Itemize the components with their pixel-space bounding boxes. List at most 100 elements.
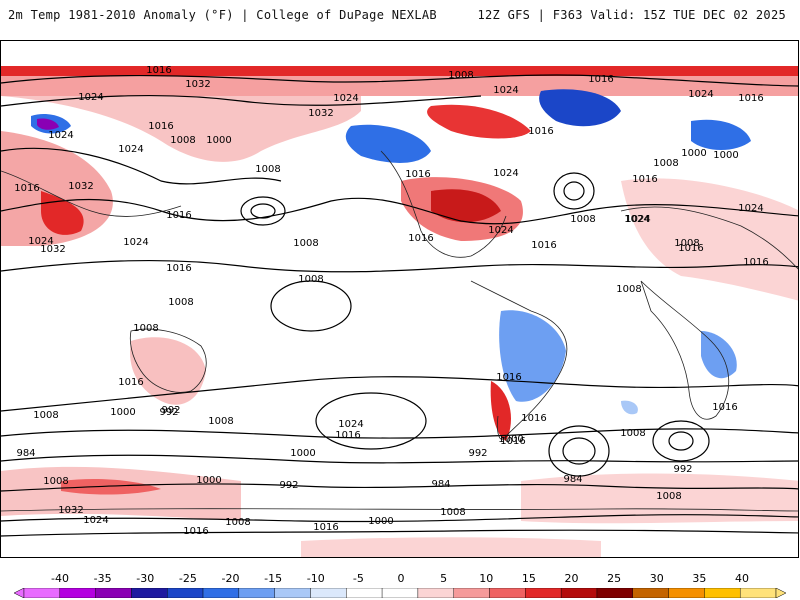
coastlines — [1, 150, 798, 512]
isobar-label: 1016 — [118, 377, 143, 388]
colorbar-swatch — [131, 588, 168, 598]
isobar-label: 1008 — [208, 416, 233, 427]
isobar-label: 1016 — [743, 257, 768, 268]
isobar-label: 1032 — [308, 108, 333, 119]
isobar-label: 1032 — [185, 79, 210, 90]
isobar-label: 992 — [159, 407, 178, 418]
isobar-label: 1016 — [521, 413, 546, 424]
colorbar-labels: -40 -35 -30 -25 -20 -15 -10 -5 0 5 10 15 20 25 30 35 40 — [0, 572, 800, 586]
isobar-label: 1024 — [625, 214, 650, 225]
colorbar-tick-label: 35 — [692, 572, 707, 585]
isobar-label: 1008 — [440, 507, 465, 518]
colorbar-tick-label: -5 — [352, 572, 364, 585]
isobar-label: 1016 — [632, 174, 657, 185]
isobar-label: 1024 — [123, 237, 148, 248]
colorbar-tick-label: 10 — [479, 572, 494, 585]
isobar-label: 1024 — [28, 236, 53, 247]
map-panel[interactable]: 1016 1032 1008 1016 1024 1024 1032 1024 1016 1024… — [0, 40, 799, 558]
pressure-contours — [1, 74, 798, 537]
isobar-label: 1000 — [681, 148, 706, 159]
isobar-label: 1000 — [498, 434, 523, 445]
isobar-label: 1024 — [83, 515, 108, 526]
isobar-label: 1024 — [338, 419, 363, 430]
isobar-label: 1008 — [570, 214, 595, 225]
isobar-label: 1016 — [183, 526, 208, 537]
model-run-info: 12Z GFS | F363 Valid: 15Z TUE DEC 02 202… — [477, 8, 786, 22]
colorbar-tick-label: 20 — [564, 572, 579, 585]
isobar-label: 1000 — [368, 516, 393, 527]
colorbar-swatch — [453, 588, 490, 598]
isobar-label: 1000 — [713, 150, 738, 161]
colorbar-tick-label: -40 — [51, 572, 69, 585]
isobar-label: 1008 — [448, 70, 473, 81]
colorbar-tick-label: 5 — [440, 572, 448, 585]
isobar-label: 1032 — [58, 505, 83, 516]
isobar-label: 1000 — [290, 448, 315, 459]
isobar-label: 1000 — [196, 475, 221, 486]
colorbar-swatch — [381, 588, 419, 598]
isobar-label: 1008 — [298, 274, 323, 285]
isobar-label: 1008 — [43, 476, 68, 487]
isobar-label: 1024 — [624, 214, 649, 225]
isobar-label: 1008 — [653, 158, 678, 169]
isobar-label: 1000 — [110, 407, 135, 418]
header: 2m Temp 1981-2010 Anomaly (°F) | College… — [0, 0, 800, 30]
isobar-label: 1016 — [588, 74, 613, 85]
isobar-label: 984 — [431, 479, 450, 490]
isobar-label: 1032 — [68, 181, 93, 192]
isobar-label: 1008 — [170, 135, 195, 146]
isobar-label: 1008 — [168, 297, 193, 308]
isobar-label: 1016 — [148, 121, 173, 132]
isobar-label: 1008 — [133, 323, 158, 334]
isobar-label: 1016 — [335, 430, 360, 441]
isobar-label: 1024 — [493, 85, 518, 96]
map-title: 2m Temp 1981-2010 Anomaly (°F) | College… — [8, 8, 437, 22]
colorbar-tick-label: -35 — [93, 572, 112, 585]
isobar-label: 1032 — [40, 244, 65, 255]
colorbar-swatch — [704, 588, 741, 598]
isobar-label: 992 — [279, 480, 298, 491]
colorbar-swatch — [668, 588, 705, 598]
isobar-label: 1024 — [333, 93, 358, 104]
isobar-label: 1016 — [14, 183, 39, 194]
colorbar-swatch — [23, 588, 61, 598]
isobar-label: 1008 — [674, 238, 699, 249]
isobar-label: 984 — [563, 474, 582, 485]
colorbar-swatch — [274, 588, 311, 598]
colorbar-tick-label: 0 — [397, 572, 405, 585]
colorbar-swatch — [560, 588, 598, 598]
isobar-label: 992 — [161, 405, 180, 416]
isobar-label: 1016 — [146, 65, 171, 76]
colorbar-swatch — [632, 588, 669, 598]
colorbar-swatch — [525, 588, 562, 598]
isobar-label: 1016 — [531, 240, 556, 251]
colorbar-min-arrow — [14, 588, 25, 598]
isobar-label: 1008 — [616, 284, 641, 295]
isobar-label: 1008 — [225, 517, 250, 528]
isobar-label: 984 — [16, 448, 35, 459]
isobar-label: 1024 — [78, 92, 103, 103]
isobar-label: 1016 — [166, 263, 191, 274]
colorbar-swatch — [238, 588, 275, 598]
isobar-label: 1016 — [166, 210, 191, 221]
isobar-label: 1024 — [48, 130, 73, 141]
isobar-label: 1008 — [620, 428, 645, 439]
colorbar-tick-label: 25 — [607, 572, 622, 585]
isobar-label: 1008 — [293, 238, 318, 249]
isobar-label: 1016 — [678, 243, 703, 254]
colorbar-tick-label: 40 — [735, 572, 749, 585]
colorbar-max-arrow — [775, 588, 786, 598]
colorbar-swatch — [417, 588, 454, 598]
colorbar-swatch — [346, 588, 383, 598]
colorbar-tick-label: -25 — [178, 572, 197, 585]
isobar-label: 1016 — [528, 126, 553, 137]
isobar-label: 1024 — [118, 144, 143, 155]
colorbar-tick-label: -20 — [221, 572, 240, 585]
isobar-label: 992 — [468, 448, 487, 459]
isobar-label: 1024 — [493, 168, 518, 179]
colorbar-swatch — [489, 588, 526, 598]
temperature-anomaly-shading — [1, 66, 798, 557]
isobar-label: 1016 — [500, 436, 525, 447]
isobar-label: 1024 — [688, 89, 713, 100]
